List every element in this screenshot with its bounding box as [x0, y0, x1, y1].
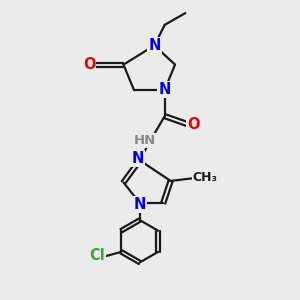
Text: O: O — [83, 57, 95, 72]
Text: HN: HN — [134, 134, 156, 147]
Text: N: N — [134, 197, 146, 212]
Text: N: N — [131, 151, 143, 166]
Text: Cl: Cl — [89, 248, 105, 263]
Text: N: N — [148, 38, 160, 53]
Text: CH₃: CH₃ — [193, 172, 217, 184]
Text: O: O — [187, 118, 200, 133]
Text: N: N — [158, 82, 171, 97]
